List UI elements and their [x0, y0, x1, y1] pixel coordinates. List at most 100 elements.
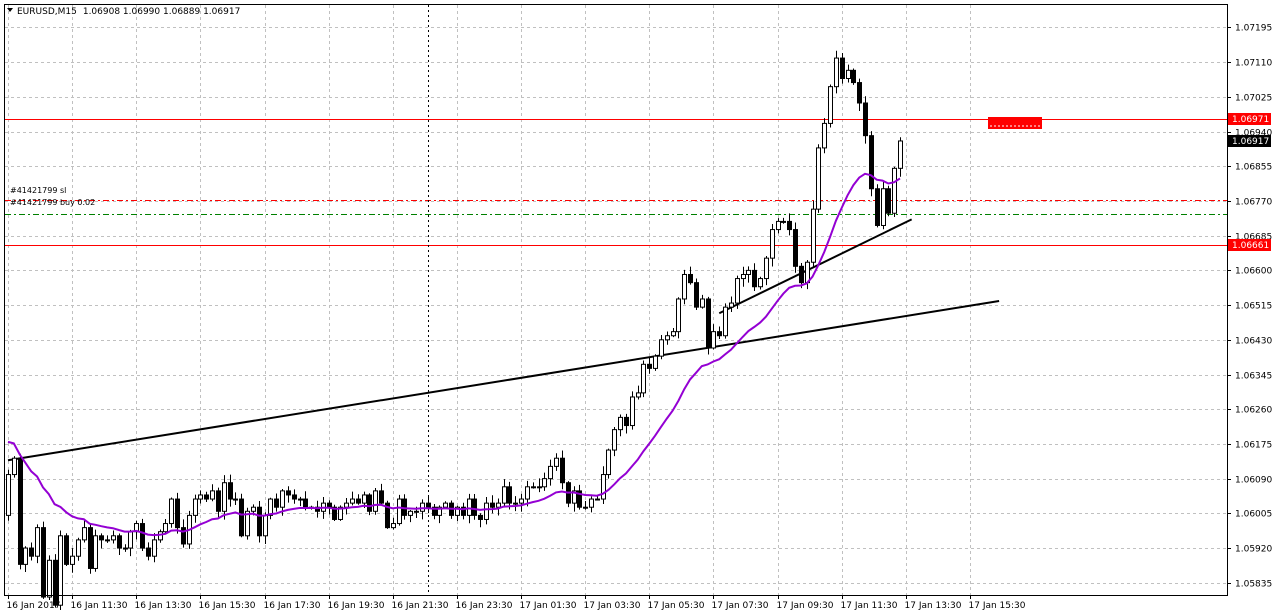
candle [286, 486, 291, 503]
candle [764, 255, 769, 286]
candle [741, 266, 746, 287]
candle-body [385, 502, 390, 529]
x-tick-label: 17 Jan 09:30 [777, 601, 834, 611]
candle [799, 263, 804, 289]
candle-body [525, 486, 530, 500]
candle [822, 118, 827, 154]
candle-body [490, 502, 495, 508]
candle [665, 331, 670, 345]
candle-body [286, 490, 291, 496]
x-tick-label: 17 Jan 03:30 [584, 601, 641, 611]
y-tick-label: 1.06005 [1235, 510, 1272, 520]
candle [198, 490, 203, 504]
trendline[interactable] [7, 300, 1000, 462]
candle [484, 497, 489, 525]
candle-body [589, 498, 594, 508]
candle [181, 519, 186, 548]
y-tick-label: 1.05835 [1235, 580, 1272, 590]
candle [292, 489, 297, 504]
candle [624, 413, 629, 434]
x-tick-label: 16 Jan 15:30 [199, 601, 256, 611]
candle [105, 535, 110, 543]
candle [12, 456, 17, 478]
candle [653, 354, 658, 371]
candle [857, 78, 862, 111]
x-tick-label: 16 Jan 23:30 [456, 601, 513, 611]
candle [676, 297, 681, 339]
candle [274, 493, 279, 512]
candle-body [834, 57, 839, 88]
candle-body [548, 465, 553, 480]
candle-body [682, 273, 687, 300]
moving-average [7, 172, 901, 537]
trendlines[interactable] [7, 218, 1000, 462]
candle [898, 137, 903, 177]
candle [641, 360, 646, 398]
candle-body [706, 298, 711, 349]
candle [846, 64, 851, 83]
candle [519, 493, 524, 512]
candle [111, 530, 116, 544]
candle-body [472, 498, 477, 516]
candle-body [298, 498, 303, 501]
candle-body [787, 220, 792, 231]
candle-body [513, 502, 518, 505]
candle-body [175, 498, 180, 529]
candle-body [356, 498, 361, 504]
candle-body [280, 490, 285, 508]
candle-body [23, 547, 28, 565]
candle-body [105, 539, 110, 542]
candle-body [641, 363, 646, 394]
trendline[interactable] [718, 218, 913, 315]
candle [146, 542, 151, 561]
y-tick-label: 1.06515 [1235, 302, 1272, 312]
candle [694, 278, 699, 311]
trade-marker[interactable] [988, 117, 1042, 129]
candle-body [863, 102, 868, 137]
candle [391, 517, 396, 530]
ohlc-values: 1.06908 1.06990 1.06889 1.06917 [83, 7, 240, 17]
candle-body [711, 331, 716, 349]
x-tick-label: 16 Jan 21:30 [392, 601, 449, 611]
candle-body [723, 306, 728, 337]
price-axis[interactable]: 1.07195 1.07110 1.07025 1.06940 1.06855 1.067… [1227, 24, 1272, 590]
candle [770, 224, 775, 267]
candle-body [437, 506, 442, 516]
candle-body [53, 559, 58, 606]
candle-body [741, 273, 746, 280]
candle [630, 391, 635, 430]
candle-body [257, 506, 262, 537]
candle-body [624, 416, 629, 427]
candle-body [268, 498, 273, 516]
candle [76, 537, 81, 561]
candle [875, 184, 880, 228]
candle-body [181, 527, 186, 545]
candle-body [507, 486, 512, 504]
candle-body [717, 331, 722, 337]
candle-body [327, 502, 332, 508]
candle [356, 494, 361, 505]
candle-body [140, 523, 145, 549]
candle [758, 276, 763, 290]
candle-body [816, 147, 821, 210]
candle [723, 303, 728, 339]
candle [816, 144, 821, 213]
candle-body [606, 449, 611, 476]
x-tick-label: 16 Jan 19:30 [328, 601, 385, 611]
candle [828, 84, 833, 128]
candle-body [198, 494, 203, 500]
candle-body [332, 506, 337, 520]
candle-body [123, 547, 128, 550]
order-sl-label: #41421799 sl [10, 186, 66, 195]
chevron-down-icon[interactable] [7, 8, 13, 12]
candle [58, 530, 63, 611]
candle [811, 200, 816, 268]
x-tick-label: 17 Jan 05:30 [648, 601, 705, 611]
candle-body [729, 302, 734, 308]
candle-body [111, 535, 116, 541]
candle [332, 504, 337, 521]
time-axis[interactable]: 16 Jan 2017 16 Jan 11:30 16 Jan 13:30 16 Ja… [7, 595, 1026, 611]
candle-body [338, 506, 343, 520]
y-tick-label: 1.06090 [1235, 476, 1272, 486]
